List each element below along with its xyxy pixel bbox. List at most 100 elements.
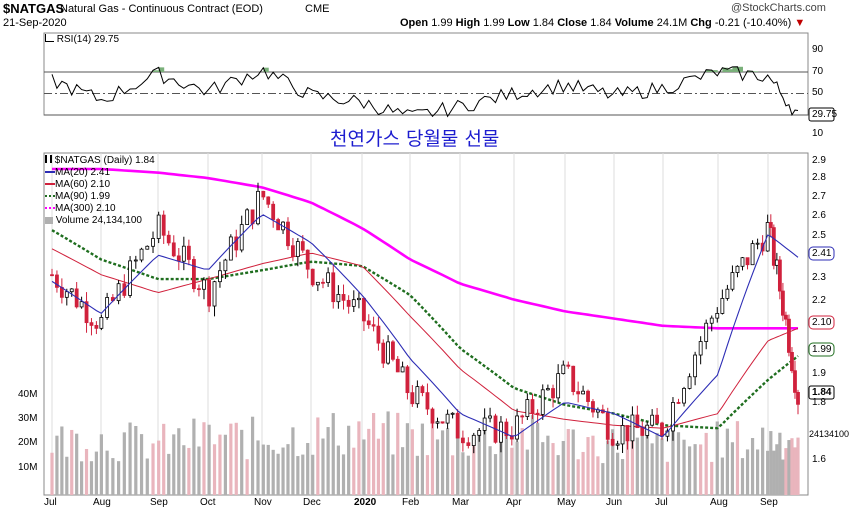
volume-bar [276, 453, 280, 495]
volume-bar [625, 439, 630, 495]
x-label-sep: Sep [150, 497, 168, 508]
volume-bar [410, 429, 414, 495]
volume-bars [50, 411, 800, 495]
candle-body [166, 234, 171, 244]
candle-body [310, 268, 315, 286]
volume-tick: 30M [18, 413, 38, 424]
candle-body [720, 298, 725, 314]
price-tick: 2.5 [812, 230, 826, 241]
volume-tick: 10M [18, 462, 38, 473]
candle-body [640, 427, 645, 436]
volume-bar [766, 450, 770, 495]
rsi-overbought-segment [158, 67, 165, 72]
volume-bar [740, 458, 745, 495]
volume-bar [483, 424, 487, 495]
volume-bar [699, 444, 703, 495]
volume-bar [493, 454, 498, 495]
volume-bar [571, 429, 575, 495]
volume-bar [281, 447, 285, 495]
volume-bar [271, 449, 275, 495]
volume-bar [440, 430, 445, 495]
volume-bar [311, 454, 315, 495]
legend-ma20-text: MA(20) 2.41 [55, 167, 111, 178]
candle-body [197, 288, 201, 291]
high-label: High [455, 17, 481, 29]
candle-body [777, 259, 782, 292]
rsi-overbought-segment [727, 69, 733, 72]
rsi-overbought-segment [732, 66, 738, 72]
volume-bar [687, 446, 692, 495]
volume-bar [296, 456, 300, 495]
volume-bar [566, 428, 570, 495]
volume-bar [391, 454, 395, 495]
volume-bar [223, 434, 227, 495]
x-label-aug: Aug [93, 497, 111, 508]
legend-ma90-text: MA(90) 1.99 [55, 191, 111, 202]
rsi-legend-text: RSI(14) 29.75 [56, 34, 120, 45]
volume-bar [167, 453, 171, 495]
open-label: Open [400, 17, 429, 29]
candle-body [171, 242, 176, 257]
candle-body [610, 438, 615, 446]
candle-body [566, 364, 571, 367]
legend-volume: Volume 24,134,100 [45, 215, 155, 227]
candle-body [371, 324, 376, 327]
volume-bar [306, 443, 310, 495]
volume-value: 24.1M [656, 17, 688, 29]
volume-bar [371, 413, 376, 495]
candle-body [571, 365, 576, 392]
volume-bar [261, 444, 265, 495]
candle-body [261, 190, 266, 198]
volume-bar [769, 431, 773, 495]
candle-body [576, 391, 581, 395]
rsi-badge [808, 107, 835, 122]
volume-bar [347, 425, 351, 495]
volume-bar [790, 438, 794, 495]
open-value: 1.99 [431, 17, 453, 29]
legend-ma20: MA(20) 2.41 [45, 167, 155, 179]
x-label-aug: Aug [710, 497, 728, 508]
candle-body [315, 281, 320, 286]
volume-bar [425, 455, 430, 495]
ma90-badge-text: 1.99 [812, 344, 832, 355]
volume-bar [55, 435, 59, 495]
candle-body [440, 421, 445, 424]
candle-body [234, 236, 239, 251]
volume-bar [445, 428, 450, 495]
volume-bar [606, 440, 610, 495]
volume-bar [488, 446, 492, 495]
volume-tick: 40M [18, 389, 38, 400]
volume-bar [177, 428, 181, 495]
candle-body [395, 358, 400, 373]
volume-tick: 20M [18, 437, 38, 448]
candle-body [693, 354, 698, 378]
volume-bar [755, 449, 760, 495]
volume-bar [291, 427, 295, 495]
symbol: $NATGAS [3, 1, 65, 16]
legend-ma60: MA(60) 2.10 [45, 179, 155, 191]
candle-body [455, 412, 460, 439]
volume-bar [775, 444, 779, 495]
candle-body [586, 390, 590, 402]
rsi-tick: 90 [812, 44, 824, 55]
candle-body [336, 294, 341, 303]
volume-bar [510, 447, 514, 495]
volume-bar [94, 451, 98, 495]
x-label-may: May [557, 497, 576, 508]
rsi-panel-frame [43, 32, 809, 116]
volume-bar [240, 429, 244, 495]
volume-bar [530, 415, 535, 495]
legend-main: $NATGAS (Daily) 1.84 [45, 155, 155, 167]
volume-bar [451, 455, 455, 495]
volume-bar [122, 432, 126, 495]
candle-body [207, 279, 211, 307]
volume-bar [715, 421, 719, 495]
low-label: Low [507, 17, 530, 29]
candle-body [202, 279, 206, 290]
candle-body [89, 322, 94, 326]
volume-bar [245, 459, 249, 495]
candle-body [784, 314, 788, 320]
candle-body [223, 259, 228, 272]
volume-bar [472, 441, 476, 495]
